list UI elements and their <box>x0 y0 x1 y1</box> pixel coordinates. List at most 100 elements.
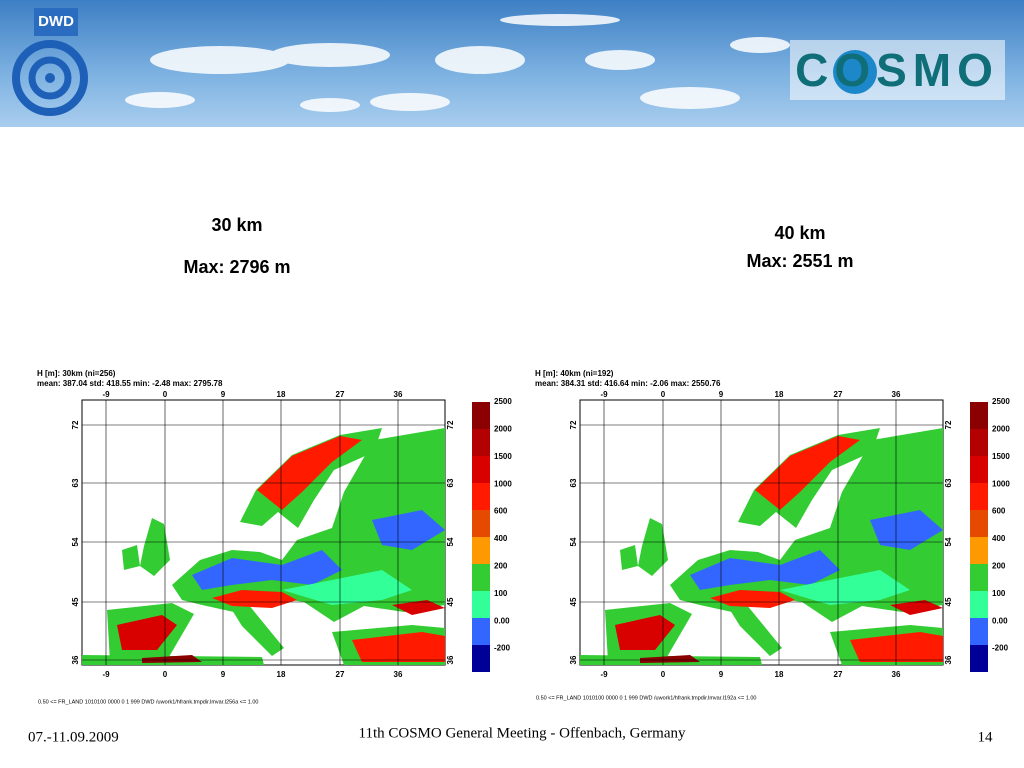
lon-label: 27 <box>336 390 345 399</box>
lat-label: 36 <box>944 655 953 664</box>
colorbar-label: 1000 <box>992 479 1010 488</box>
panel-max: Max: 2796 m <box>183 257 290 277</box>
cosmo-logo: COSMO <box>790 40 1005 100</box>
colorbar-label: 100 <box>992 589 1006 598</box>
dwd-text: DWD <box>38 13 74 30</box>
land-region <box>850 632 943 662</box>
lat-label: 63 <box>569 478 578 487</box>
land-region <box>755 436 860 510</box>
lon-label: 9 <box>221 390 226 399</box>
colorbar-label: 0.00 <box>992 616 1008 625</box>
lat-label: 45 <box>446 597 455 606</box>
lat-label: 45 <box>569 597 578 606</box>
colorbar-segment <box>472 483 490 510</box>
lon-label: -9 <box>600 390 608 399</box>
lat-label: 72 <box>944 420 953 429</box>
lon-label: 0 <box>163 670 168 679</box>
colorbar-label: 1500 <box>494 452 512 461</box>
land-region <box>372 510 445 550</box>
colorbar-label: 100 <box>494 589 508 598</box>
land-region <box>890 600 943 615</box>
lon-label: 36 <box>892 390 901 399</box>
lat-label: 54 <box>569 537 578 546</box>
colorbar-segment <box>472 645 490 672</box>
lon-label: 27 <box>834 670 843 679</box>
lat-label: 45 <box>71 597 80 606</box>
map-land <box>580 428 943 665</box>
map-panel: 40 km Max: 2551 m H [m]: 40km (ni=192)mean… <box>535 223 1010 702</box>
land-region <box>352 632 445 662</box>
panel-max: Max: 2551 m <box>746 251 853 271</box>
lon-label: -9 <box>102 390 110 399</box>
colorbar-label: 400 <box>494 534 508 543</box>
lon-label: 0 <box>661 390 666 399</box>
land-region <box>780 570 910 605</box>
map-title: H [m]: 30km (ni=256) <box>37 369 116 378</box>
land-region <box>392 600 445 615</box>
lon-label: -9 <box>102 670 110 679</box>
land-region <box>142 655 202 663</box>
lat-label: 36 <box>569 655 578 664</box>
map-footnote: 0.50 <= FR_LAND 1010100 0000 0 1 999 DWD… <box>38 699 258 705</box>
land-region <box>730 604 782 656</box>
map-title: H [m]: 40km (ni=192) <box>535 369 614 378</box>
lat-label: 54 <box>944 537 953 546</box>
colorbar-segment <box>970 429 988 456</box>
colorbar-segment <box>970 645 988 672</box>
land-region <box>710 590 795 608</box>
lat-label: 54 <box>446 537 455 546</box>
lon-label: 27 <box>834 390 843 399</box>
lat-label: 36 <box>71 655 80 664</box>
lon-label: 18 <box>775 390 784 399</box>
lat-label: 45 <box>944 597 953 606</box>
map-footnote: 0.50 <= FR_LAND 1010100 0000 0 1 999 DWD… <box>536 695 756 701</box>
lon-label: 18 <box>775 670 784 679</box>
land-region <box>192 550 342 590</box>
map-stats: mean: 384.31 std: 416.64 min: -2.06 max:… <box>535 379 721 388</box>
colorbar-segment <box>970 510 988 537</box>
dwd-logo: DWD <box>12 8 88 116</box>
land-region <box>232 604 284 656</box>
colorbar-label: -200 <box>494 644 511 653</box>
colorbar-label: 2000 <box>494 425 512 434</box>
lon-label: 0 <box>661 670 666 679</box>
lon-label: 18 <box>277 390 286 399</box>
land-region <box>620 545 638 570</box>
lon-label: 27 <box>336 670 345 679</box>
lat-label: 72 <box>446 420 455 429</box>
colorbar-segment <box>472 510 490 537</box>
land-region <box>140 518 170 576</box>
map-land <box>82 428 445 665</box>
lat-label: 63 <box>71 478 80 487</box>
land-region <box>122 545 140 570</box>
lat-label: 54 <box>71 537 80 546</box>
land-region <box>640 655 700 663</box>
colorbar-segment <box>970 483 988 510</box>
footer-date: 07.-11.09.2009 <box>28 729 119 745</box>
colorbar-segment <box>472 564 490 591</box>
lon-label: 36 <box>394 390 403 399</box>
lat-label: 72 <box>569 420 578 429</box>
colorbar-segment <box>970 564 988 591</box>
colorbar-segment <box>472 618 490 645</box>
land-region <box>257 436 362 510</box>
colorbar-segment <box>970 591 988 618</box>
lat-label: 36 <box>446 655 455 664</box>
colorbar-label: 200 <box>992 562 1006 571</box>
map-stats: mean: 387.04 std: 418.55 min: -2.48 max:… <box>37 379 223 388</box>
colorbar-segment <box>472 456 490 483</box>
colorbar-segment <box>970 537 988 564</box>
colorbar-segment <box>472 429 490 456</box>
colorbar-label: 1000 <box>494 479 512 488</box>
colorbar-label: 2500 <box>494 397 512 406</box>
colorbar-label: 200 <box>494 562 508 571</box>
header-banner: DWD COSMO <box>0 0 1024 127</box>
panel-title: 30 km <box>211 215 262 235</box>
lat-label: 63 <box>446 478 455 487</box>
colorbar-label: 400 <box>992 534 1006 543</box>
colorbar-segment <box>472 402 490 429</box>
panel-title: 40 km <box>774 223 825 243</box>
colorbar-label: 600 <box>992 507 1006 516</box>
lon-label: 9 <box>221 670 226 679</box>
